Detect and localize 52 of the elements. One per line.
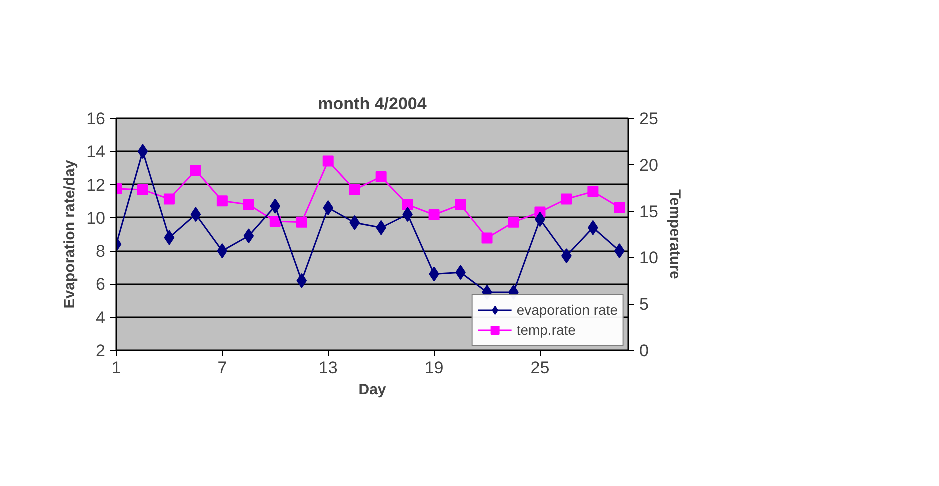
point [138, 144, 148, 160]
y-tick-label: 16 [86, 110, 106, 128]
point [482, 232, 493, 244]
point [455, 199, 466, 210]
point [296, 216, 308, 228]
point [614, 202, 626, 214]
y2-tick-label: 15 [640, 202, 658, 222]
point [190, 164, 202, 176]
y2-tick-label: 10 [640, 248, 658, 268]
x-tick-label: 19 [424, 358, 444, 378]
x-tick-label: 7 [218, 358, 228, 378]
y2-tick-label: 25 [640, 110, 658, 128]
point [217, 244, 228, 259]
y2-axis-title: Temperature [666, 190, 684, 280]
y-tick-label: 2 [96, 342, 106, 360]
y2-tick-label: 5 [640, 295, 649, 314]
y-axis-title: Evaporation rate/day [62, 160, 79, 309]
y2-tick-label: 20 [640, 156, 658, 175]
point [350, 215, 360, 230]
point [508, 216, 520, 228]
y-tick-label: 12 [86, 176, 106, 195]
point [216, 196, 228, 207]
y-tick-label: 8 [96, 242, 106, 262]
point [322, 156, 334, 167]
point [561, 194, 572, 205]
x-tick-label: 13 [318, 358, 338, 378]
point [349, 184, 360, 196]
point [243, 199, 254, 210]
point [270, 216, 281, 228]
x-tick-label: 1 [112, 358, 122, 378]
point [296, 273, 308, 288]
point [270, 198, 281, 214]
point [323, 200, 334, 216]
legend-label: evaporation rate [516, 302, 618, 318]
point [164, 194, 175, 205]
point [428, 210, 440, 221]
point [402, 199, 414, 210]
x-axis-title: Day [358, 382, 387, 398]
legend-label: temp.rate [516, 322, 576, 338]
point [244, 228, 254, 244]
y-tick-label: 6 [96, 275, 106, 294]
y-tick-label: 4 [96, 308, 106, 328]
point [137, 184, 148, 196]
x-tick-label: 25 [530, 358, 550, 378]
y2-tick-label: 0 [640, 342, 649, 360]
point [588, 186, 599, 198]
point [376, 171, 387, 182]
y-tick-label: 10 [86, 208, 106, 228]
chart-title: month 4/2004 [318, 94, 428, 114]
point [190, 207, 202, 222]
y-tick-label: 14 [86, 142, 106, 162]
point [164, 230, 175, 246]
